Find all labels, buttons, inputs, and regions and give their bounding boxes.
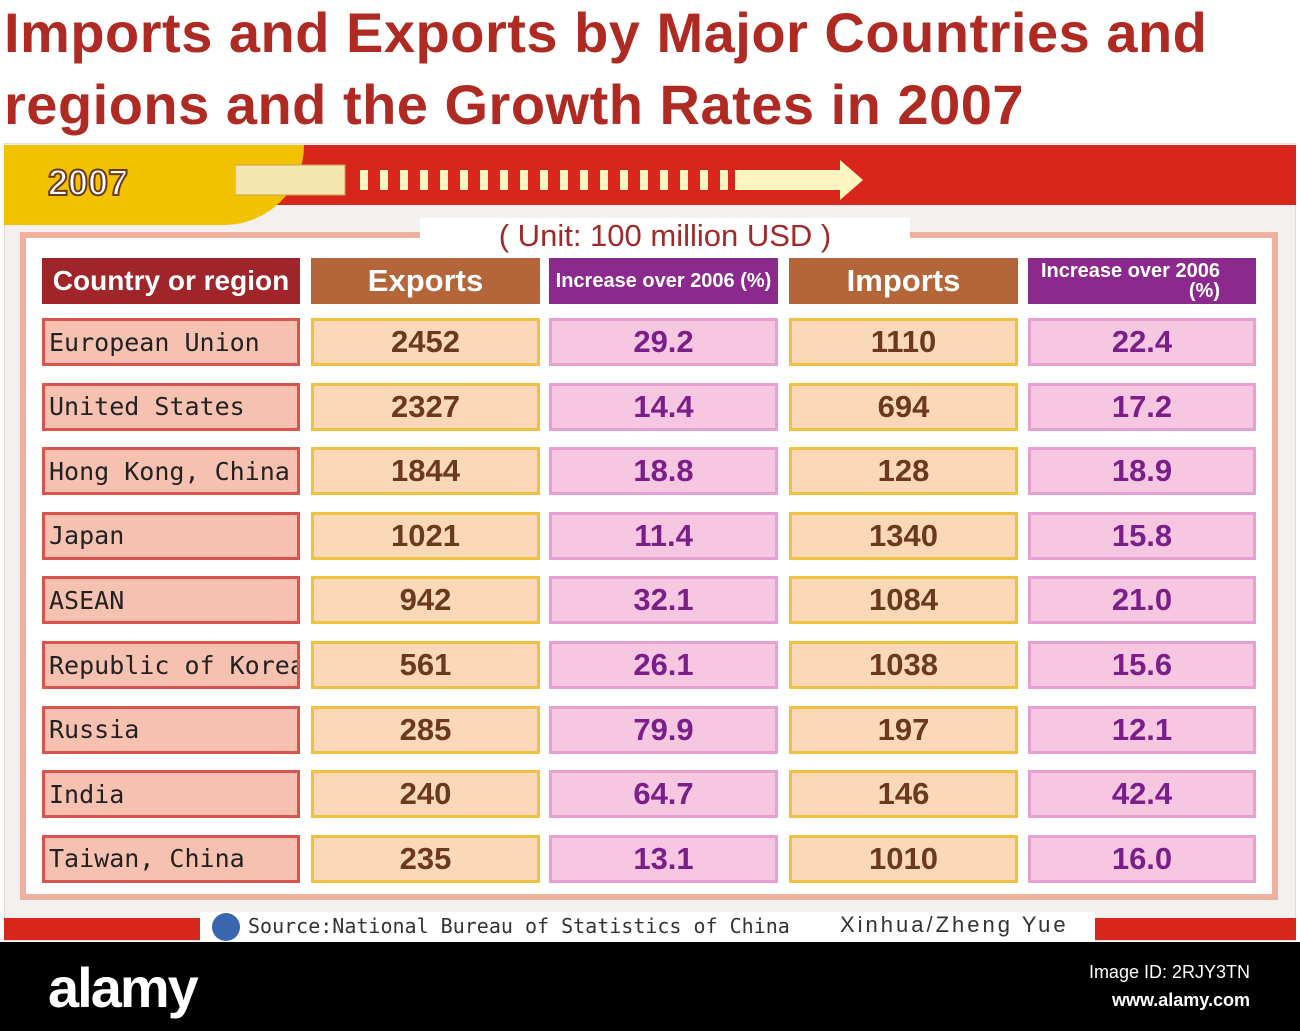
cell: 240 (311, 770, 540, 819)
cell: 1110 (789, 318, 1018, 366)
row-label: Republic of Korea (42, 641, 300, 689)
cell: 1084 (789, 576, 1018, 625)
brand: alamy (48, 956, 199, 1019)
cell: 14.4 (549, 382, 778, 431)
row-label: Hong Kong, China (42, 447, 300, 496)
url: www.alamy.com (1111, 990, 1250, 1010)
row-label: European Union (42, 318, 300, 366)
cell: 285 (311, 705, 540, 754)
cell: 21.0 (1028, 576, 1256, 625)
column-header: Increase over 2006 (%) (549, 258, 778, 304)
cell: 12.1 (1028, 705, 1256, 754)
unit: ( Unit: 100 million USD ) (420, 218, 910, 254)
row-label: Russia (42, 705, 300, 754)
cell: 942 (311, 576, 540, 625)
cell: 15.6 (1028, 641, 1256, 689)
cell: 15.8 (1028, 511, 1256, 560)
column-header: Exports (311, 258, 540, 304)
cell: 13.1 (549, 834, 778, 883)
source-box (200, 912, 1095, 942)
column-header: Imports (789, 258, 1018, 304)
cell: 146 (789, 770, 1018, 819)
cell: 18.8 (549, 447, 778, 496)
cell: 17.2 (1028, 382, 1256, 431)
cell: 235 (311, 834, 540, 883)
column-header: Country or region (42, 258, 300, 304)
cell: 11.4 (549, 511, 778, 560)
cell: 1010 (789, 834, 1018, 883)
cell: 1038 (789, 641, 1018, 689)
cell: 26.1 (549, 641, 778, 689)
cell: 128 (789, 447, 1018, 496)
logo (212, 913, 240, 941)
row-label: ASEAN (42, 576, 300, 625)
year: 2007 (47, 161, 129, 204)
cell: 1844 (311, 447, 540, 496)
watermark-bar (0, 942, 1300, 1031)
cell: 64.7 (549, 770, 778, 819)
cell: 29.2 (549, 318, 778, 366)
row-label: India (42, 770, 300, 819)
title-line: Imports and Exports by Major Countries a… (4, 1, 1208, 64)
cell: 22.4 (1028, 318, 1256, 366)
cell: 2327 (311, 382, 540, 431)
row-label: Japan (42, 511, 300, 560)
cell: 2452 (311, 318, 540, 366)
source: Source:National Bureau of Statistics of … (248, 914, 790, 938)
cell: 1021 (311, 511, 540, 560)
cell: 42.4 (1028, 770, 1256, 819)
row-label: United States (42, 382, 300, 431)
cell: 16.0 (1028, 834, 1256, 883)
title-line: regions and the Growth Rates in 2007 (4, 73, 1025, 136)
cell: 561 (311, 641, 540, 689)
cell: 197 (789, 705, 1018, 754)
arrow (235, 160, 863, 200)
row-label: Taiwan, China (42, 834, 300, 883)
column-header: Increase over 2006 (%) (1028, 258, 1256, 304)
cell: 79.9 (549, 705, 778, 754)
image-id: Image ID: 2RJY3TN (1088, 962, 1250, 982)
cell: 32.1 (549, 576, 778, 625)
cell: 1340 (789, 511, 1018, 560)
credit: Xinhua/Zheng Yue (840, 912, 1069, 937)
cell: 18.9 (1028, 447, 1256, 496)
cell: 694 (789, 382, 1018, 431)
